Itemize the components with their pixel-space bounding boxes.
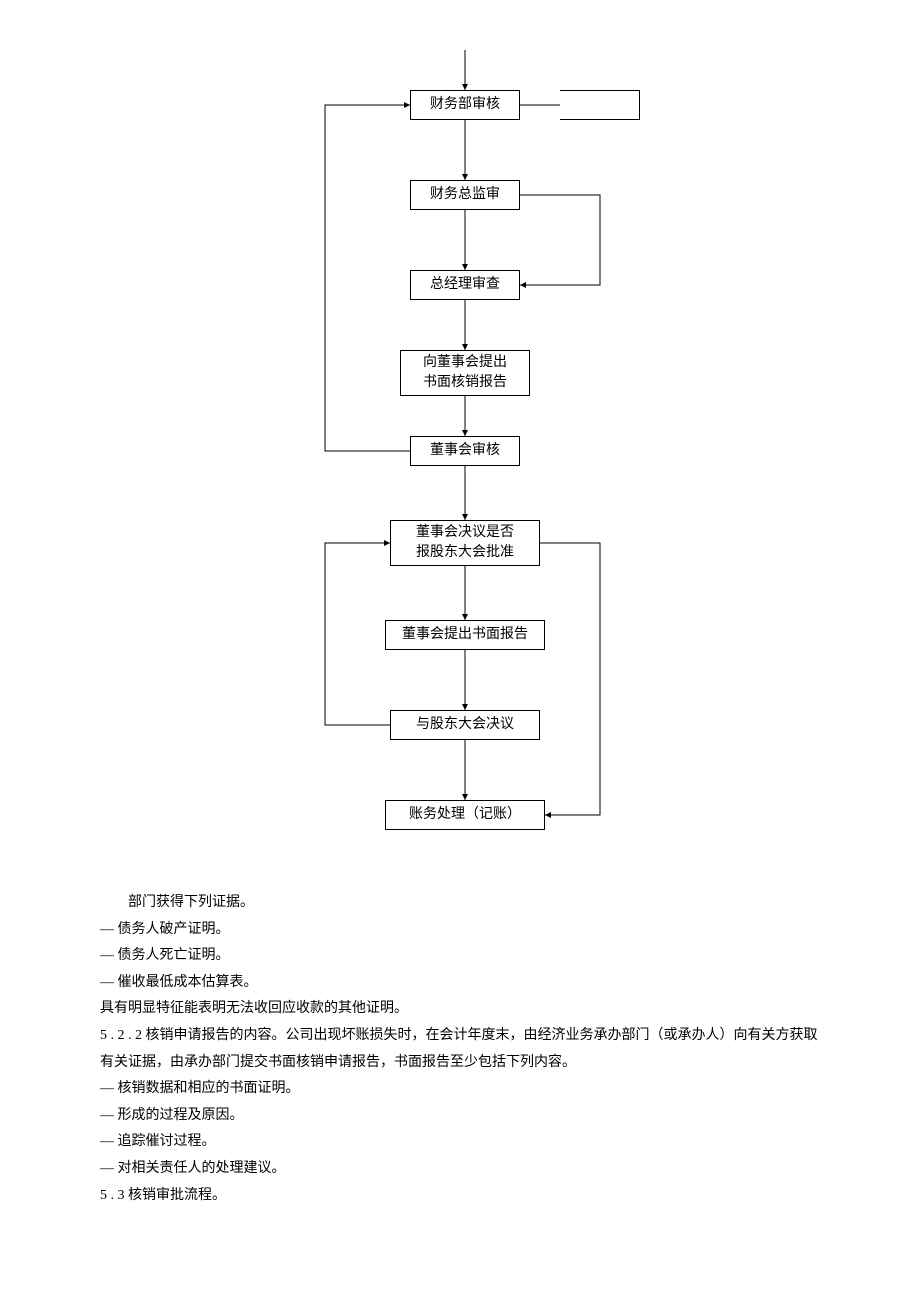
- doc-line-5: 5 . 2 . 2 核销申请报告的内容。公司出现坏账损失时，在会计年度末，由经济…: [100, 1023, 820, 1076]
- flow-node-n5: 董事会审核: [410, 436, 520, 466]
- flow-node-n1: 财务部审核: [410, 90, 520, 120]
- doc-line-8: — 追踪催讨过程。: [100, 1129, 820, 1156]
- doc-line-3: — 催收最低成本估算表。: [100, 970, 820, 997]
- flow-node-n2: 财务总监审: [410, 180, 520, 210]
- doc-line-0: 部门获得下列证据。: [100, 890, 820, 917]
- flow-node-n4: 向董事会提出书面核销报告: [400, 350, 530, 396]
- flowchart-container: 财务部审核财务总监审总经理审查向董事会提出书面核销报告董事会审核董事会决议是否报…: [160, 40, 760, 860]
- doc-line-4: 具有明显特征能表明无法收回应收款的其他证明。: [100, 996, 820, 1023]
- flow-stub-box: [560, 90, 640, 120]
- doc-line-7: — 形成的过程及原因。: [100, 1103, 820, 1130]
- doc-line-6: — 核销数据和相应的书面证明。: [100, 1076, 820, 1103]
- flow-node-n6: 董事会决议是否报股东大会批准: [390, 520, 540, 566]
- flow-node-n3: 总经理审查: [410, 270, 520, 300]
- doc-line-1: — 债务人破产证明。: [100, 917, 820, 944]
- doc-line-9: — 对相关责任人的处理建议。: [100, 1156, 820, 1183]
- flow-node-n7: 董事会提出书面报告: [385, 620, 545, 650]
- flow-node-n8: 与股东大会决议: [390, 710, 540, 740]
- doc-line-10: 5 . 3 核销审批流程。: [100, 1183, 820, 1210]
- doc-line-2: — 债务人死亡证明。: [100, 943, 820, 970]
- document-text: 部门获得下列证据。— 债务人破产证明。— 债务人死亡证明。— 催收最低成本估算表…: [100, 890, 820, 1209]
- flow-node-n9: 账务处理（记账）: [385, 800, 545, 830]
